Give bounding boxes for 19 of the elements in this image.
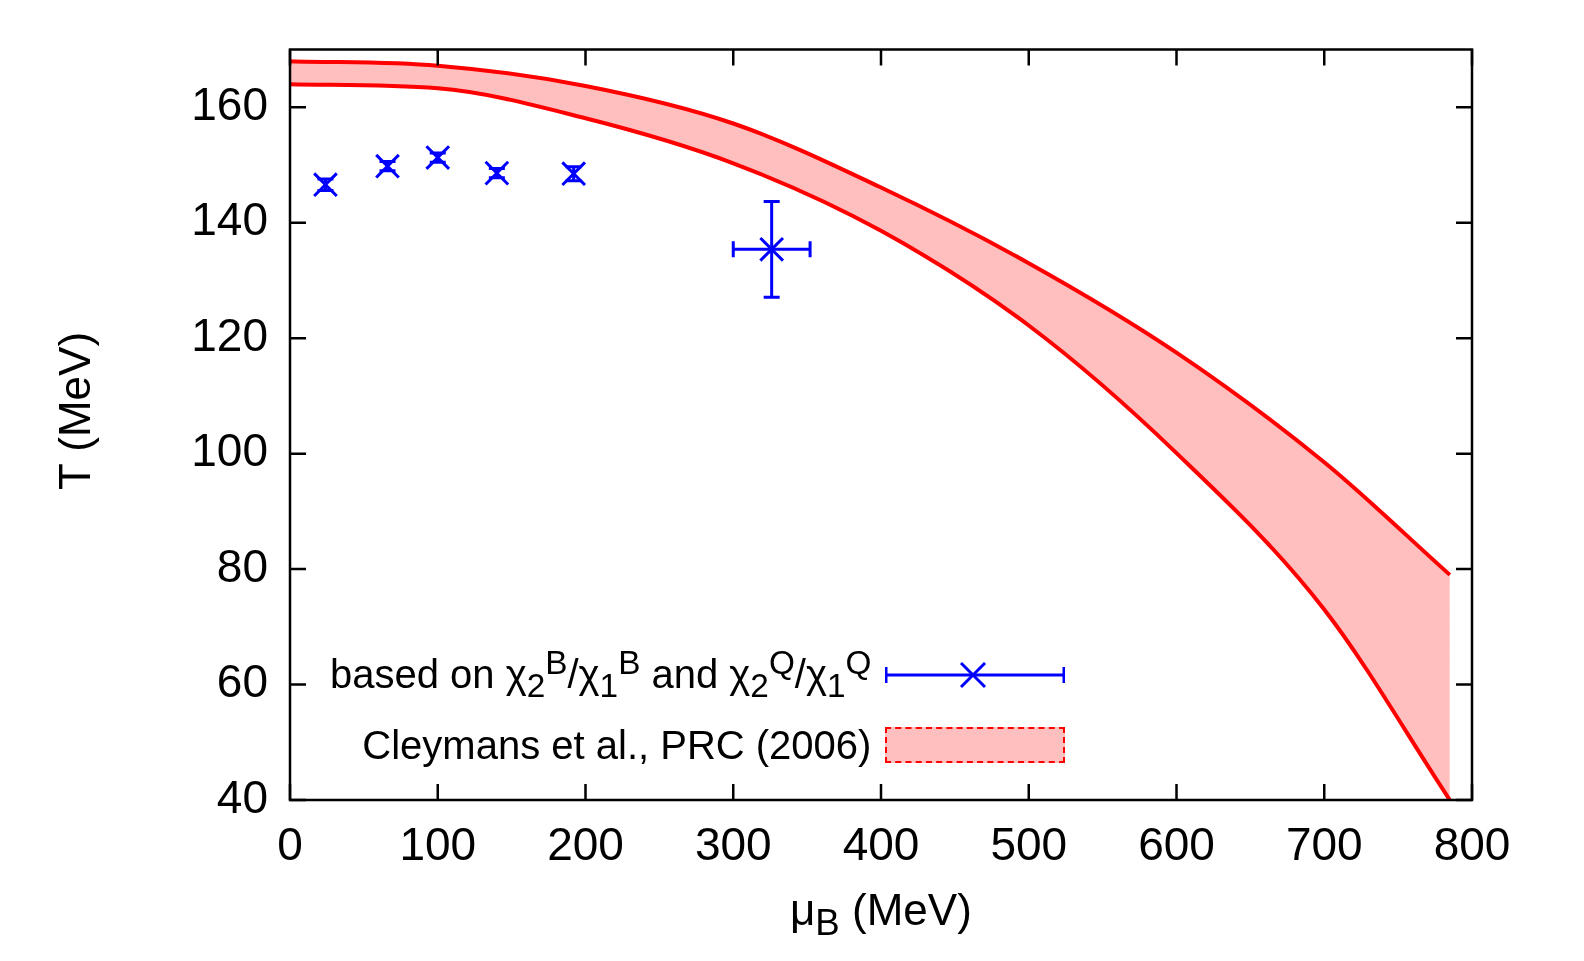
x-tick-label: 300 <box>694 818 772 871</box>
x-tick-label: 400 <box>842 818 920 871</box>
x-tick-label: 0 <box>277 818 303 871</box>
y-tick-label: 40 <box>216 770 268 823</box>
x-tick-label: 700 <box>1285 818 1363 871</box>
y-tick-label: 120 <box>191 308 268 361</box>
y-tick-label: 140 <box>191 193 268 246</box>
y-tick-label: 160 <box>191 78 268 131</box>
x-axis-title: μ$_{B}$ (MeV) <box>790 885 972 944</box>
y-tick-label: 100 <box>191 424 268 477</box>
x-tick-label: 100 <box>399 818 477 871</box>
y-tick-label: 80 <box>216 539 268 592</box>
y-axis-title: T (MeV) <box>50 331 101 491</box>
x-tick-label: 200 <box>547 818 624 871</box>
x-tick-label: 800 <box>1433 818 1511 871</box>
x-tick-label: 500 <box>990 818 1068 871</box>
y-tick-label: 60 <box>216 655 268 708</box>
x-tick-label: 600 <box>1138 818 1215 871</box>
legend-label: Cleymans et al., PRC (2006) <box>362 722 872 768</box>
